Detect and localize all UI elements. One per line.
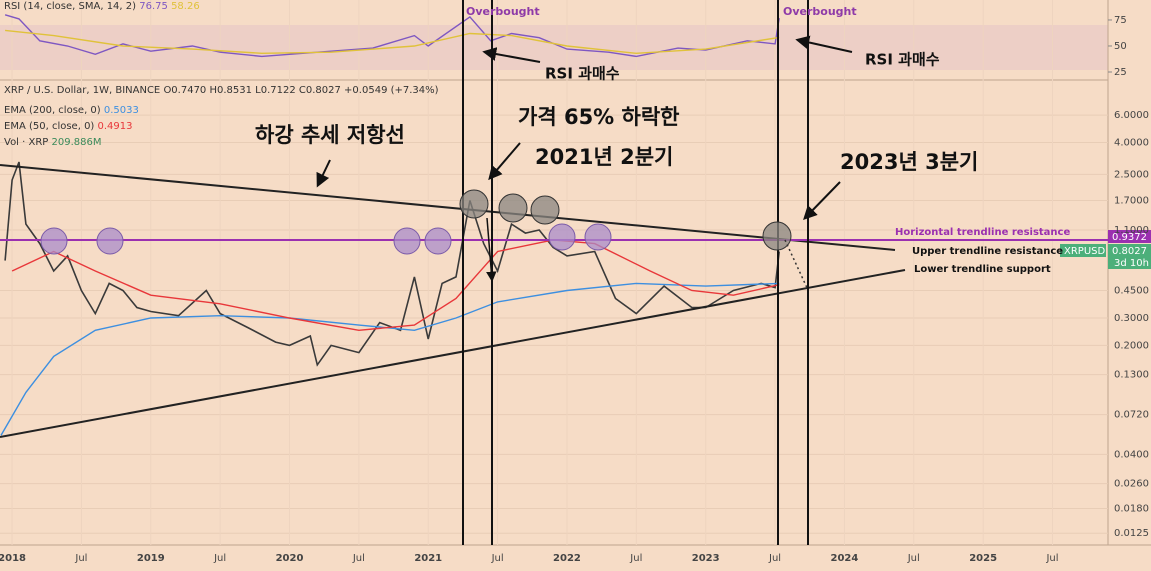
annotation: Lower trendline support <box>914 264 1051 275</box>
countdown-bg <box>1108 257 1151 269</box>
y-tick-label: 25 <box>1114 67 1127 78</box>
x-tick-label: 2021 <box>414 553 442 564</box>
y-tick-label: 0.0260 <box>1114 479 1149 490</box>
symbol-tag: XRPUSD <box>1064 246 1105 257</box>
y-tick-label: 0.0125 <box>1114 528 1149 539</box>
y-tick-label: 4.0000 <box>1114 138 1149 149</box>
price-tag: 0.9372 <box>1112 232 1147 243</box>
price-tag-bg <box>1108 230 1151 243</box>
x-tick-label: 2023 <box>692 553 720 564</box>
main-legend: XRP / U.S. Dollar, 1W, BINANCE O0.7470 H… <box>4 85 439 96</box>
x-tick-label: 2025 <box>969 553 997 564</box>
x-tick-label: 2019 <box>137 553 165 564</box>
series-line <box>11 239 780 332</box>
annotation: RSI 과매수 <box>865 51 940 69</box>
y-tick-label: 0.2000 <box>1114 340 1149 351</box>
label: XRP / U.S. Dollar, 1W, BINANCE <box>4 85 160 96</box>
circle <box>424 227 452 255</box>
price-tag-bg <box>1108 244 1151 257</box>
uptrend-line <box>0 269 906 438</box>
x-tick-label: Jul <box>629 553 642 564</box>
circle <box>584 223 612 251</box>
ema200-legend: EMA (200, close, 0) 0.5033 <box>4 105 139 116</box>
annotation: 가격 65% 하락한 <box>518 105 680 129</box>
ema50-legend: EMA (50, close, 0) 0.4913 <box>4 121 133 132</box>
annotation: Upper trendline resistance <box>912 246 1063 257</box>
annotation: Horizontal trendline resistance <box>895 227 1070 238</box>
arrow <box>803 181 841 221</box>
x-tick-label: 2024 <box>830 553 858 564</box>
series-line <box>5 29 780 55</box>
countdown: 3d 10h <box>1114 258 1149 269</box>
y-tick-label: 0.4500 <box>1114 285 1149 296</box>
label: Vol · XRP <box>4 137 48 148</box>
x-tick-label: 2020 <box>276 553 304 564</box>
touch-circles <box>459 189 792 251</box>
vol-legend: Vol · XRP 209.886M <box>4 137 102 148</box>
arrow <box>316 159 331 188</box>
y-tick-label: 1.1000 <box>1114 225 1149 236</box>
arrow <box>488 142 521 181</box>
y-tick-label: 0.3000 <box>1114 313 1149 324</box>
x-tick-label: Jul <box>213 553 226 564</box>
x-tick-label: 2022 <box>553 553 581 564</box>
x-tick-label: Jul <box>768 553 781 564</box>
resistance-circles <box>40 223 612 255</box>
arrow <box>795 35 853 53</box>
value: 58.26 <box>171 1 200 12</box>
y-tick-label: 0.1300 <box>1114 370 1149 381</box>
x-tick-label: Jul <box>907 553 920 564</box>
arrow <box>482 47 541 63</box>
annotation: Overbought <box>466 5 540 18</box>
y-tick-label: 50 <box>1114 41 1127 52</box>
annotation: 하강 추세 저항선 <box>255 123 405 147</box>
annotation: RSI 과매수 <box>545 65 620 83</box>
annotation: Overbought <box>783 5 857 18</box>
x-tick-label: Jul <box>74 553 87 564</box>
circle <box>40 227 68 255</box>
y-tick-label: 0.0400 <box>1114 449 1149 460</box>
label: RSI (14, close, SMA, 14, 2) <box>4 1 136 12</box>
annotation-shapes <box>0 0 1108 545</box>
x-tick-label: 2018 <box>0 553 26 564</box>
series-line <box>0 282 780 436</box>
value: 0.4913 <box>98 121 133 132</box>
downtrend-line <box>0 164 896 251</box>
circle <box>393 227 421 255</box>
price-tag: 0.8027 <box>1112 246 1147 257</box>
annotation: 2021년 2분기 <box>535 145 673 169</box>
circle <box>548 223 576 251</box>
rsi-legend: RSI (14, close, SMA, 14, 2) 76.75 58.26 <box>4 1 200 12</box>
circle <box>762 221 792 251</box>
series-line <box>4 161 780 367</box>
annotation: 2023년 3분기 <box>840 150 978 174</box>
label: EMA (200, close, 0) <box>4 105 101 116</box>
value: 76.75 <box>139 1 168 12</box>
value: O0.7470 H0.8531 L0.7122 C0.8027 +0.0549 … <box>163 85 438 96</box>
value: 0.5033 <box>104 105 139 116</box>
y-tick-label: 75 <box>1114 15 1127 26</box>
y-tick-label: 0.0720 <box>1114 410 1149 421</box>
symbol-tag-bg <box>1060 244 1106 257</box>
y-tick-label: 0.0180 <box>1114 503 1149 514</box>
y-tick-label: 2.5000 <box>1114 169 1149 180</box>
label: EMA (50, close, 0) <box>4 121 94 132</box>
value: 209.886M <box>52 137 102 148</box>
y-tick-label: 6.0000 <box>1114 110 1149 121</box>
y-tick-label: 1.7000 <box>1114 195 1149 206</box>
x-tick-label: Jul <box>491 553 504 564</box>
circle <box>96 227 124 255</box>
drop-arrow <box>486 217 497 283</box>
circle <box>498 193 528 223</box>
legend: RSI (14, close, SMA, 14, 2) 76.75 58.26 … <box>4 1 439 148</box>
circle <box>459 189 489 219</box>
x-tick-label: Jul <box>1045 553 1058 564</box>
x-tick-label: Jul <box>352 553 365 564</box>
circle <box>530 195 560 225</box>
series-line <box>4 14 780 58</box>
projection <box>784 239 809 291</box>
